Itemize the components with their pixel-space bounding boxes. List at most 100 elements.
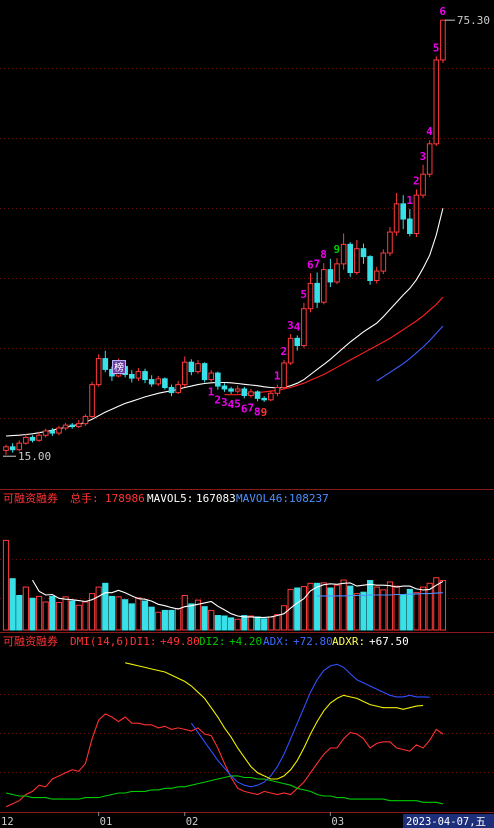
candle[interactable] — [320, 263, 327, 305]
volume-bar[interactable] — [42, 601, 49, 631]
candle[interactable] — [102, 350, 109, 373]
candle[interactable] — [287, 334, 294, 366]
volume-bar[interactable] — [433, 577, 440, 631]
volume-bar[interactable] — [419, 586, 427, 631]
candle[interactable] — [62, 422, 69, 431]
candle[interactable] — [294, 335, 301, 351]
volume-bar[interactable] — [82, 601, 89, 631]
volume-bar[interactable] — [261, 618, 268, 631]
volume-bar[interactable] — [16, 594, 23, 631]
volume-bar[interactable] — [108, 595, 116, 631]
volume-bar[interactable] — [400, 594, 407, 631]
candle[interactable] — [181, 356, 188, 387]
volume-bar[interactable] — [327, 587, 334, 631]
volume-bar[interactable] — [280, 605, 288, 631]
volume-bar[interactable] — [221, 615, 228, 631]
candle[interactable] — [380, 249, 387, 274]
volume-bar[interactable] — [294, 587, 301, 631]
candle[interactable] — [16, 440, 23, 452]
candle[interactable] — [261, 396, 267, 402]
candle[interactable] — [162, 377, 168, 390]
candle[interactable] — [268, 390, 274, 402]
candle[interactable] — [440, 19, 446, 63]
volume-bar[interactable] — [300, 586, 307, 631]
volume-bar[interactable] — [393, 585, 400, 631]
candle[interactable] — [327, 258, 334, 288]
candle[interactable] — [155, 375, 162, 387]
volume-bar[interactable] — [2, 539, 10, 631]
candle[interactable] — [433, 56, 440, 146]
candle[interactable] — [426, 140, 433, 178]
volume-bar[interactable] — [62, 596, 69, 631]
volume-bar[interactable] — [307, 582, 314, 631]
volume-bar[interactable] — [122, 599, 129, 631]
candle[interactable] — [23, 433, 29, 445]
candle[interactable] — [334, 258, 340, 285]
volume-bar[interactable] — [439, 580, 447, 631]
candle[interactable] — [367, 255, 373, 285]
volume-bar[interactable] — [254, 616, 261, 631]
candle[interactable] — [314, 272, 320, 308]
candle[interactable] — [347, 242, 354, 277]
volume-bar[interactable] — [386, 581, 394, 631]
volume-bar[interactable] — [175, 608, 182, 631]
candle[interactable] — [234, 385, 241, 394]
volume-bar[interactable] — [55, 601, 63, 631]
volume-bar[interactable] — [208, 609, 215, 631]
candle[interactable] — [188, 359, 195, 376]
volume-bar[interactable] — [267, 616, 274, 631]
volume-bar[interactable] — [320, 582, 327, 631]
candle[interactable] — [82, 414, 89, 426]
volume-bar[interactable] — [274, 614, 281, 631]
volume-bar[interactable] — [214, 615, 221, 631]
volume-bar[interactable] — [22, 586, 29, 631]
volume-bar[interactable] — [227, 617, 235, 631]
volume-bar[interactable] — [148, 606, 155, 631]
volume-bar[interactable] — [9, 578, 16, 631]
candle[interactable] — [360, 243, 367, 264]
candle[interactable] — [215, 371, 221, 390]
candle[interactable] — [354, 240, 360, 275]
candle[interactable] — [241, 386, 248, 399]
candle[interactable] — [281, 360, 287, 389]
volume-bar[interactable] — [194, 599, 202, 631]
volume-bar[interactable] — [102, 582, 109, 631]
candle[interactable] — [301, 302, 307, 348]
candle[interactable] — [413, 189, 420, 238]
volume-bar[interactable] — [426, 582, 433, 631]
candle[interactable] — [221, 383, 228, 392]
candle[interactable] — [148, 375, 155, 387]
volume-bars[interactable] — [2, 539, 447, 631]
candle[interactable] — [208, 370, 215, 382]
volume-bar[interactable] — [340, 579, 347, 631]
candle[interactable] — [89, 381, 95, 418]
volume-bar[interactable] — [88, 593, 96, 631]
volume-bar[interactable] — [181, 594, 188, 631]
volume-bar[interactable] — [168, 609, 175, 631]
volume-bar[interactable] — [406, 588, 413, 631]
candle[interactable] — [175, 381, 181, 395]
volume-bar[interactable] — [36, 595, 43, 631]
candlesticks[interactable] — [3, 19, 446, 455]
candle[interactable] — [128, 370, 135, 383]
candle[interactable] — [76, 420, 82, 429]
volume-bar[interactable] — [188, 603, 195, 631]
volume-bar[interactable] — [135, 597, 142, 631]
candle[interactable] — [228, 386, 234, 395]
volume-bar[interactable] — [247, 615, 255, 631]
volume-bar[interactable] — [241, 615, 248, 631]
volume-bar[interactable] — [367, 580, 374, 631]
candle[interactable] — [254, 390, 261, 402]
candle[interactable] — [69, 422, 76, 429]
candle[interactable] — [36, 431, 42, 442]
candle[interactable] — [407, 208, 413, 237]
volume-bar[interactable] — [141, 600, 149, 631]
volume-bar[interactable] — [373, 586, 380, 631]
volume-bar[interactable] — [155, 611, 162, 631]
candle[interactable] — [135, 367, 142, 382]
volume-bar[interactable] — [353, 593, 360, 631]
candle[interactable] — [373, 266, 380, 284]
candle[interactable] — [307, 273, 314, 313]
